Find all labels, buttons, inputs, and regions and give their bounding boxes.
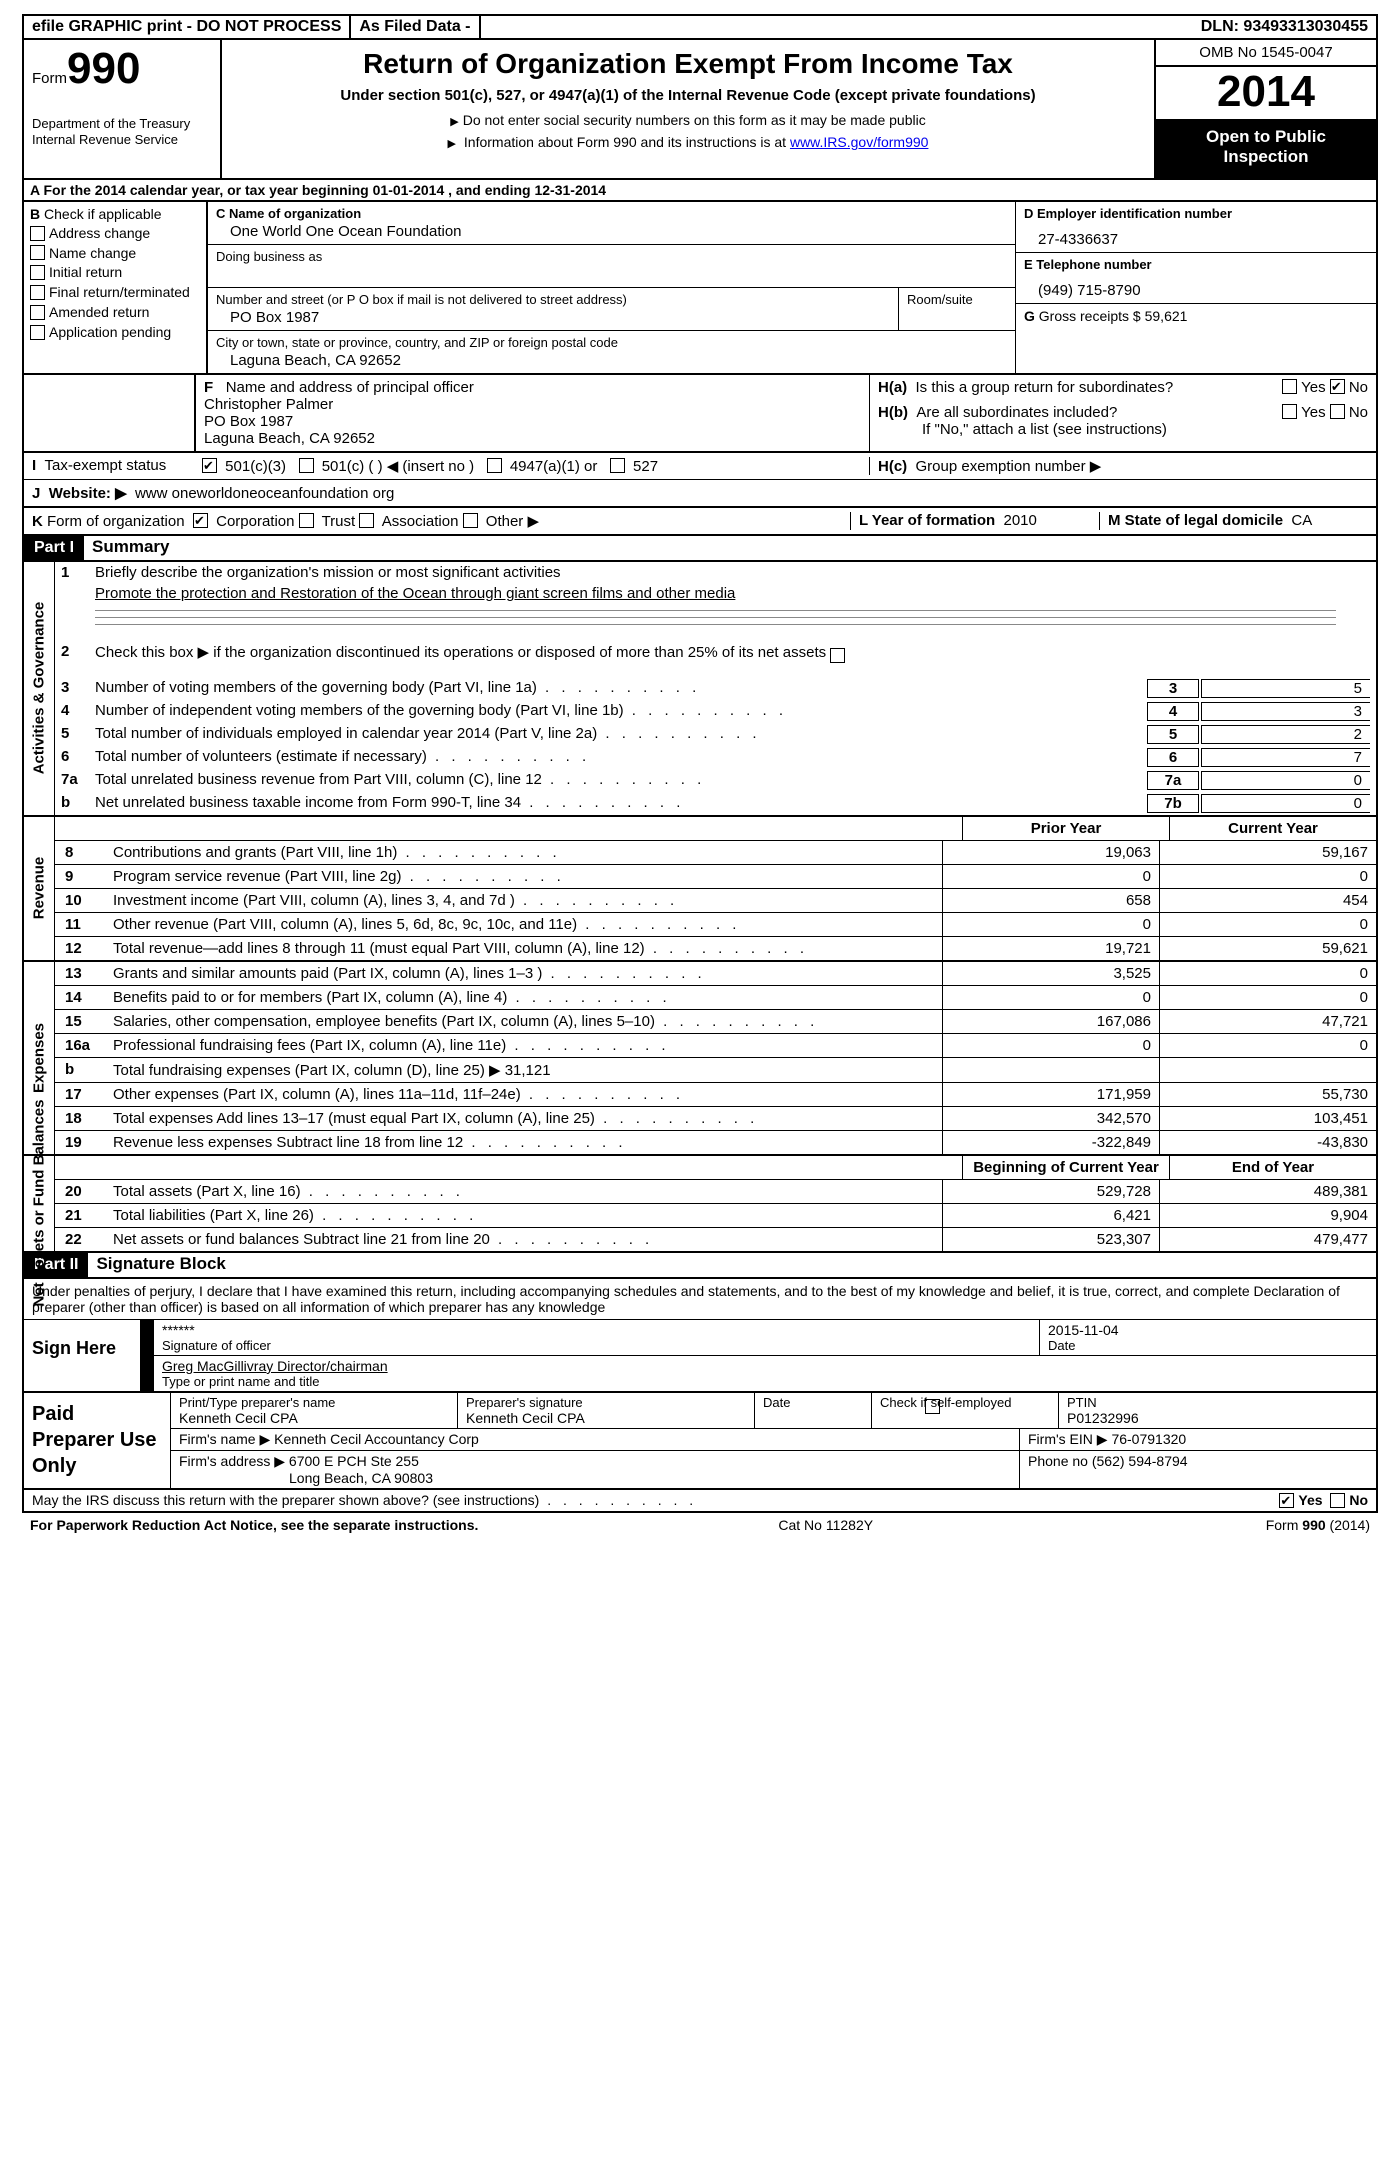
discuss-no[interactable] xyxy=(1330,1493,1345,1508)
tax-527[interactable] xyxy=(610,458,625,473)
tax-501c[interactable] xyxy=(299,458,314,473)
gross-receipts: G Gross receipts $ 59,621 xyxy=(1016,304,1376,328)
principal-officer: F Name and address of principal officer … xyxy=(194,375,869,451)
open-inspection: Open to Public Inspection xyxy=(1156,121,1376,178)
data-line: 20Total assets (Part X, line 16)529,7284… xyxy=(55,1180,1376,1204)
ssn-note: Do not enter social security numbers on … xyxy=(232,112,1144,128)
summary-line: 7aTotal unrelated business revenue from … xyxy=(55,769,1376,792)
boy-hdr: Beginning of Current Year xyxy=(962,1156,1169,1179)
prior-year-hdr: Prior Year xyxy=(962,817,1169,840)
row-a-period: A For the 2014 calendar year, or tax yea… xyxy=(22,178,1378,200)
check-amended[interactable] xyxy=(30,305,45,320)
sign-here-block: Sign Here ****** Signature of officer 20… xyxy=(22,1320,1378,1393)
hb-yes[interactable] xyxy=(1282,404,1297,419)
hb-no[interactable] xyxy=(1330,404,1345,419)
net-assets-section: Net Assets or Fund Balances Beginning of… xyxy=(22,1156,1378,1253)
part-i-header: Part ISummary xyxy=(22,536,1378,562)
street: Number and street (or P O box if mail is… xyxy=(208,288,1015,331)
col-b: B Check if applicable Address change Nam… xyxy=(24,202,206,373)
form-number: Form990 xyxy=(32,44,212,94)
summary-line: 6Total number of volunteers (estimate if… xyxy=(55,746,1376,769)
phone: E Telephone number (949) 715-8790 xyxy=(1016,253,1376,304)
ein: D Employer identification number 27-4336… xyxy=(1016,202,1376,253)
section-h: H(a) Is this a group return for subordin… xyxy=(869,375,1376,451)
data-line: 17Other expenses (Part IX, column (A), l… xyxy=(55,1083,1376,1107)
dept-treasury: Department of the Treasury Internal Reve… xyxy=(32,116,212,147)
check-address-change[interactable] xyxy=(30,226,45,241)
form-subtitle: Under section 501(c), 527, or 4947(a)(1)… xyxy=(232,86,1144,106)
dba: Doing business as xyxy=(208,245,1015,288)
org-other[interactable] xyxy=(463,513,478,528)
check-app-pending[interactable] xyxy=(30,325,45,340)
info-note: Information about Form 990 and its instr… xyxy=(232,134,1144,150)
summary-line: 5Total number of individuals employed in… xyxy=(55,723,1376,746)
row-klm: K Form of organization Corporation Trust… xyxy=(22,508,1378,536)
summary-line: bNet unrelated business taxable income f… xyxy=(55,792,1376,815)
part-ii-header: Part IISignature Block xyxy=(22,1253,1378,1279)
ha-yes[interactable] xyxy=(1282,379,1297,394)
data-line: 13Grants and similar amounts paid (Part … xyxy=(55,962,1376,986)
check-initial-return[interactable] xyxy=(30,265,45,280)
current-year-hdr: Current Year xyxy=(1169,817,1376,840)
org-assoc[interactable] xyxy=(359,513,374,528)
org-trust[interactable] xyxy=(299,513,314,528)
row-i: I Tax-exempt status 501(c)(3) 501(c) ( )… xyxy=(22,453,1378,480)
omb-number: OMB No 1545-0047 xyxy=(1156,40,1376,67)
data-line: 15Salaries, other compensation, employee… xyxy=(55,1010,1376,1034)
paid-preparer-block: Paid Preparer Use Only Print/Type prepar… xyxy=(22,1393,1378,1490)
data-line: 19Revenue less expenses Subtract line 18… xyxy=(55,1131,1376,1154)
discontinued-check[interactable] xyxy=(830,648,845,663)
summary-line: 4Number of independent voting members of… xyxy=(55,700,1376,723)
top-bar: efile GRAPHIC print - DO NOT PROCESS As … xyxy=(22,14,1378,40)
data-line: 10Investment income (Part VIII, column (… xyxy=(55,889,1376,913)
data-line: 9Program service revenue (Part VIII, lin… xyxy=(55,865,1376,889)
check-final-return[interactable] xyxy=(30,285,45,300)
revenue-section: Revenue Prior Year Current Year 8Contrib… xyxy=(22,817,1378,962)
self-employed-check[interactable] xyxy=(925,1399,940,1414)
activities-governance: Activities & Governance 1Briefly describ… xyxy=(22,562,1378,817)
row-j: J Website: ▶ www oneworldoneoceanfoundat… xyxy=(22,480,1378,508)
data-line: 16aProfessional fundraising fees (Part I… xyxy=(55,1034,1376,1058)
form-title: Return of Organization Exempt From Incom… xyxy=(232,48,1144,80)
irs-link[interactable]: www.IRS.gov/form990 xyxy=(790,134,929,150)
as-filed: As Filed Data - xyxy=(351,16,480,38)
data-line: 14Benefits paid to or for members (Part … xyxy=(55,986,1376,1010)
expenses-section: Expenses 13Grants and similar amounts pa… xyxy=(22,962,1378,1156)
data-line: 12Total revenue—add lines 8 through 11 (… xyxy=(55,937,1376,960)
city: City or town, state or province, country… xyxy=(208,331,1015,373)
form-header: Form990 Department of the Treasury Inter… xyxy=(22,40,1378,178)
tax-4947[interactable] xyxy=(487,458,502,473)
eoy-hdr: End of Year xyxy=(1169,1156,1376,1179)
dln: DLN: 93493313030455 xyxy=(1193,16,1376,38)
block-bcdeg: B Check if applicable Address change Nam… xyxy=(22,200,1378,375)
block-fgh: F Name and address of principal officer … xyxy=(22,375,1378,453)
discuss-row: May the IRS discuss this return with the… xyxy=(22,1490,1378,1513)
data-line: bTotal fundraising expenses (Part IX, co… xyxy=(55,1058,1376,1083)
data-line: 8Contributions and grants (Part VIII, li… xyxy=(55,841,1376,865)
efile-notice: efile GRAPHIC print - DO NOT PROCESS xyxy=(24,16,351,38)
org-corp[interactable] xyxy=(193,513,208,528)
data-line: 18Total expenses Add lines 13–17 (must e… xyxy=(55,1107,1376,1131)
check-name-change[interactable] xyxy=(30,245,45,260)
summary-line: 3Number of voting members of the governi… xyxy=(55,677,1376,700)
discuss-yes[interactable] xyxy=(1279,1493,1294,1508)
data-line: 22Net assets or fund balances Subtract l… xyxy=(55,1228,1376,1251)
perjury-statement: Under penalties of perjury, I declare th… xyxy=(22,1279,1378,1320)
tax-501c3[interactable] xyxy=(202,458,217,473)
data-line: 21Total liabilities (Part X, line 26)6,4… xyxy=(55,1204,1376,1228)
data-line: 11Other revenue (Part VIII, column (A), … xyxy=(55,913,1376,937)
footer: For Paperwork Reduction Act Notice, see … xyxy=(22,1513,1378,1537)
tax-year: 2014 xyxy=(1156,67,1376,121)
org-name: C Name of organization One World One Oce… xyxy=(208,202,1015,245)
ha-no[interactable] xyxy=(1330,379,1345,394)
